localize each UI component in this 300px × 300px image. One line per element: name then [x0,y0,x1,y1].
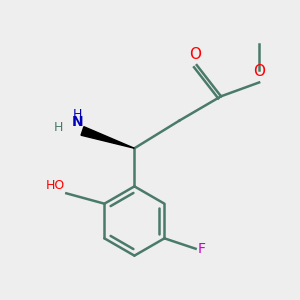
Text: F: F [197,242,205,256]
Text: HO: HO [45,178,64,192]
Text: N: N [71,115,83,129]
Text: O: O [189,47,201,62]
Text: H: H [73,108,82,121]
Text: H: H [53,122,63,134]
Polygon shape [81,127,134,148]
Text: O: O [253,64,265,79]
